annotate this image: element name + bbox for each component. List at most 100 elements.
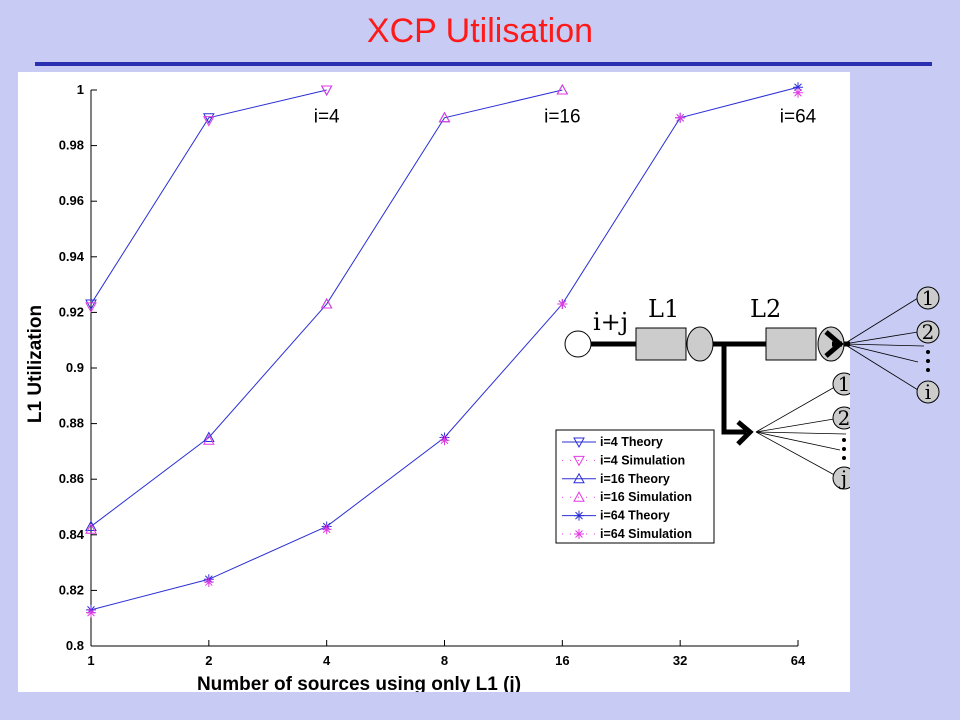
legend-entry: i=16 Simulation: [562, 490, 692, 504]
source-label: i+j: [593, 308, 628, 336]
legend-label: i=64 Simulation: [600, 527, 692, 541]
receiver-node-label: 2: [922, 320, 935, 344]
data-point: [321, 524, 332, 535]
y-tick-label: 0.94: [59, 249, 85, 264]
data-point: [675, 112, 686, 123]
series-i-64-simulation: [86, 87, 803, 618]
y-tick-label: 0.98: [59, 138, 84, 153]
legend: i=4 Theory i=4 Simulation i=16 Theory i=16 …: [555, 429, 715, 544]
l1-link: [686, 326, 714, 362]
x-tick-label: 64: [791, 653, 806, 668]
data-point: [202, 113, 215, 124]
legend-marker: [574, 529, 584, 539]
ellipsis-dot: [842, 456, 846, 460]
receiver-node: [832, 406, 850, 430]
branch-link: [721, 344, 746, 435]
fan-line: [755, 431, 841, 451]
x-tick-label: 8: [441, 653, 448, 668]
data-point: [793, 82, 803, 93]
data-point: [85, 299, 97, 311]
ellipsis-dot: [926, 350, 930, 354]
ellipsis-dot: [842, 438, 846, 442]
x-tick-label: 2: [205, 653, 212, 668]
legend-marker: [574, 510, 584, 521]
data-point: [557, 299, 568, 310]
data-point: [556, 83, 569, 95]
fan-line: [843, 297, 919, 345]
series-i-16-simulation: [85, 83, 569, 534]
ellipsis-dot: [926, 359, 930, 363]
fan-line: [843, 343, 919, 363]
data-point: [320, 298, 333, 309]
receiver-node: [916, 380, 940, 404]
annotations: i=4 i=16 i=64: [314, 106, 817, 127]
data-point: [202, 431, 215, 442]
y-tick-label: 0.86: [59, 471, 84, 486]
series-annotation: i=4: [314, 106, 340, 127]
receiver-node: [916, 320, 940, 344]
receiver-node: [832, 372, 850, 396]
receiver-node-label: i: [925, 380, 931, 404]
fan-line: [755, 431, 847, 435]
fan-line: [755, 431, 841, 479]
data-point: [202, 434, 215, 445]
receiver-node: [832, 466, 850, 490]
series-line: [90, 89, 563, 527]
y-tick-label: 0.9: [66, 360, 84, 375]
receiver-node: [916, 286, 940, 310]
series-line: [90, 89, 327, 305]
fan-line: [843, 343, 919, 391]
legend-label: i=4 Simulation: [600, 453, 685, 467]
series-annotation: i=64: [780, 106, 817, 127]
series-layer: [85, 82, 803, 618]
y-axis-title: L1 Utilization: [25, 305, 46, 423]
legend-label: i=16 Theory: [600, 472, 670, 486]
data-point: [793, 87, 803, 98]
y-tick-label: 0.92: [59, 304, 84, 319]
data-point: [86, 607, 96, 618]
legend-label: i=4 Theory: [600, 435, 663, 449]
l2-arrow: [824, 330, 844, 358]
legend-entry: i=64 Simulation: [562, 527, 692, 541]
y-tick-label: 0.96: [59, 193, 84, 208]
series-annotation: i=16: [544, 106, 580, 127]
utilization-chart: 0.8 0.82 0.84 0.86 0.88 0.9 0.92 0.94 0.96 0.98 1 1…: [25, 82, 850, 692]
legend-entry: i=64 Theory: [562, 509, 670, 523]
data-point: [439, 435, 450, 446]
receiver-node-label: 2: [838, 406, 850, 430]
legend-marker: [573, 472, 585, 484]
source-node: [564, 330, 592, 358]
x-tick-label: 16: [555, 653, 569, 668]
upper-receiver-fan: 1 2 i: [824, 286, 940, 404]
y-tick-label: 0.88: [59, 416, 84, 431]
x-tick-label: 32: [673, 653, 687, 668]
legend-entry: i=16 Theory: [562, 472, 670, 486]
y-tick-label: 0.84: [59, 527, 85, 542]
data-point: [202, 116, 215, 127]
data-point: [203, 577, 214, 588]
x-tick-label: 1: [87, 653, 94, 668]
fan-line: [755, 417, 841, 433]
l2-label: L2: [750, 295, 781, 323]
series-i-4-simulation: [85, 85, 333, 313]
title-divider: [35, 62, 932, 66]
receiver-node-label: j: [839, 466, 847, 490]
data-point: [85, 523, 97, 534]
y-tick-label: 0.82: [59, 582, 84, 597]
x-tick-label: 4: [323, 653, 331, 668]
data-point: [438, 111, 451, 123]
chart-panel: 0.8 0.82 0.84 0.86 0.88 0.9 0.92 0.94 0.96 0.98 1 1…: [18, 72, 850, 692]
receiver-node-label: 1: [838, 372, 850, 396]
legend-marker: [573, 437, 585, 449]
data-point: [85, 302, 97, 313]
ellipsis-dot: [926, 368, 930, 372]
data-point: [85, 520, 97, 531]
legend-label: i=64 Theory: [600, 509, 670, 523]
data-point: [556, 83, 569, 95]
fan-line: [843, 331, 919, 345]
legend-marker: [573, 491, 585, 502]
x-axis-title: Number of sources using only L1 (j): [197, 674, 521, 692]
fan-line: [755, 383, 841, 433]
legend-label: i=16 Simulation: [600, 490, 692, 504]
legend-box: [555, 429, 715, 544]
